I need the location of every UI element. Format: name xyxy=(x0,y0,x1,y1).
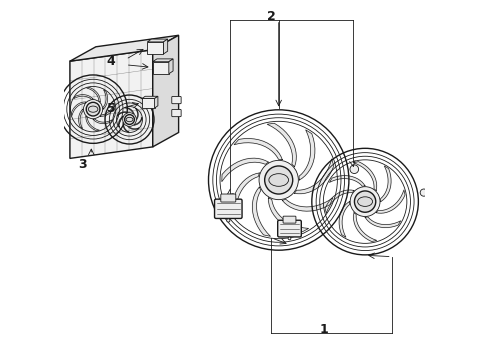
Polygon shape xyxy=(222,158,268,182)
Polygon shape xyxy=(298,130,314,180)
Circle shape xyxy=(122,113,136,126)
Text: 2: 2 xyxy=(266,10,275,23)
Circle shape xyxy=(83,100,102,119)
Text: 4: 4 xyxy=(107,55,116,68)
Polygon shape xyxy=(147,42,163,54)
Polygon shape xyxy=(100,103,115,116)
Text: 1: 1 xyxy=(319,323,327,336)
Polygon shape xyxy=(135,108,138,120)
Circle shape xyxy=(419,189,427,196)
Polygon shape xyxy=(70,35,178,61)
Polygon shape xyxy=(147,39,167,42)
Polygon shape xyxy=(86,116,99,131)
Polygon shape xyxy=(134,117,142,125)
Polygon shape xyxy=(234,139,282,160)
FancyBboxPatch shape xyxy=(221,194,235,202)
Polygon shape xyxy=(168,59,173,74)
Polygon shape xyxy=(329,176,365,186)
Polygon shape xyxy=(79,109,83,129)
Polygon shape xyxy=(152,35,178,147)
Polygon shape xyxy=(266,123,296,167)
Polygon shape xyxy=(152,59,173,62)
Polygon shape xyxy=(103,90,107,109)
Circle shape xyxy=(264,166,292,194)
Circle shape xyxy=(349,165,358,174)
Polygon shape xyxy=(252,187,270,236)
Ellipse shape xyxy=(268,174,288,186)
Circle shape xyxy=(287,237,290,240)
FancyBboxPatch shape xyxy=(214,199,242,219)
Polygon shape xyxy=(231,173,259,218)
Polygon shape xyxy=(163,39,167,54)
Ellipse shape xyxy=(88,106,98,112)
Polygon shape xyxy=(365,217,400,228)
Circle shape xyxy=(226,219,229,222)
Text: 3: 3 xyxy=(78,158,86,171)
Polygon shape xyxy=(152,62,168,74)
Polygon shape xyxy=(128,126,139,130)
Ellipse shape xyxy=(126,117,133,122)
Circle shape xyxy=(124,114,134,125)
Polygon shape xyxy=(74,95,93,99)
Circle shape xyxy=(354,191,375,212)
Polygon shape xyxy=(71,102,86,116)
Polygon shape xyxy=(118,116,123,127)
Polygon shape xyxy=(142,96,158,99)
Polygon shape xyxy=(294,159,333,194)
Polygon shape xyxy=(93,119,112,124)
Ellipse shape xyxy=(357,197,372,206)
Polygon shape xyxy=(154,96,158,108)
Circle shape xyxy=(349,187,379,216)
Polygon shape xyxy=(117,112,128,116)
Polygon shape xyxy=(282,198,332,211)
Polygon shape xyxy=(268,198,308,232)
Polygon shape xyxy=(86,87,100,102)
Polygon shape xyxy=(353,213,376,242)
FancyBboxPatch shape xyxy=(171,96,181,104)
Polygon shape xyxy=(325,190,353,213)
Polygon shape xyxy=(339,202,349,237)
Polygon shape xyxy=(70,50,152,158)
Circle shape xyxy=(86,102,100,116)
FancyBboxPatch shape xyxy=(283,216,295,223)
Polygon shape xyxy=(380,166,390,202)
Polygon shape xyxy=(124,107,134,114)
FancyBboxPatch shape xyxy=(171,109,181,117)
Circle shape xyxy=(259,160,298,200)
Text: 5: 5 xyxy=(107,102,116,114)
Polygon shape xyxy=(142,99,154,108)
Polygon shape xyxy=(375,190,404,213)
Polygon shape xyxy=(122,123,129,132)
FancyBboxPatch shape xyxy=(277,220,301,237)
Polygon shape xyxy=(353,162,376,190)
